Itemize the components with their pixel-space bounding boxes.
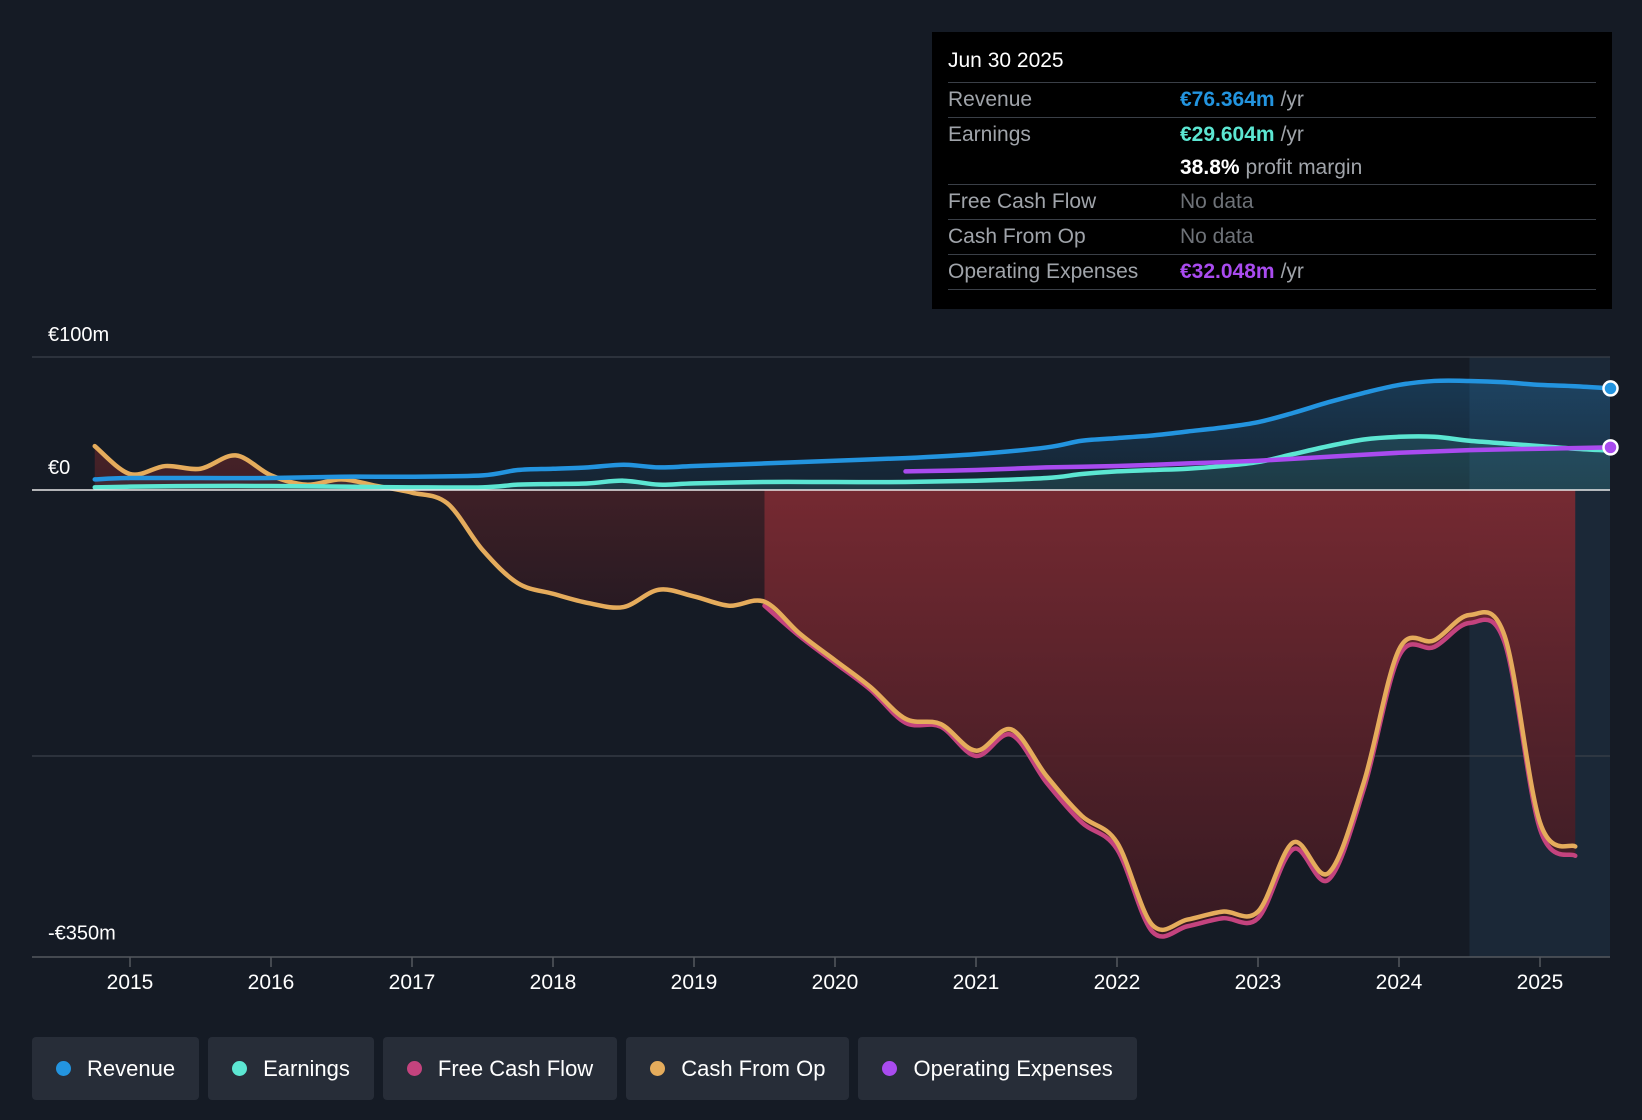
x-tick-label: 2018 bbox=[530, 971, 577, 994]
legend-dot-icon bbox=[650, 1061, 666, 1076]
legend-label: Operating Expenses bbox=[913, 1055, 1113, 1081]
cash-from-op-line bbox=[92, 443, 1578, 933]
legend-dot-icon bbox=[882, 1061, 898, 1076]
tooltip-cfo-value: No data bbox=[1180, 225, 1254, 248]
tooltip-row-opex: Operating Expenses €32.048m /yr bbox=[948, 255, 1596, 290]
tooltip-date: Jun 30 2025 bbox=[948, 46, 1596, 83]
legend-dot-icon bbox=[232, 1061, 248, 1076]
x-tick-label: 2019 bbox=[671, 971, 718, 994]
tooltip-cfo-label: Cash From Op bbox=[948, 225, 1086, 248]
legend-item-cash-from-op[interactable]: Cash From Op bbox=[626, 1037, 850, 1100]
revenue-line bbox=[92, 378, 1610, 482]
opex-end-marker bbox=[1602, 439, 1619, 456]
x-tick-label: 2015 bbox=[107, 971, 154, 994]
legend-item-free-cash-flow[interactable]: Free Cash Flow bbox=[382, 1037, 618, 1100]
tooltip-margin-label: profit margin bbox=[1245, 155, 1363, 179]
free-cash-flow-line bbox=[762, 603, 1578, 939]
tooltip-row-fcf: Free Cash Flow No data bbox=[948, 185, 1596, 220]
y-axis-label: €0 bbox=[48, 457, 70, 479]
legend: Revenue Earnings Free Cash Flow Cash Fro… bbox=[32, 1037, 1137, 1100]
legend-item-earnings[interactable]: Earnings bbox=[208, 1037, 374, 1100]
legend-label: Revenue bbox=[87, 1055, 176, 1081]
tooltip-row-revenue: Revenue €76.364m /yr bbox=[948, 83, 1596, 117]
earnings-line bbox=[92, 434, 1610, 490]
tooltip-opex-label: Operating Expenses bbox=[948, 260, 1139, 283]
x-tick-label: 2016 bbox=[248, 971, 295, 994]
tooltip-margin-value: 38.8% bbox=[1180, 155, 1240, 179]
legend-item-revenue[interactable]: Revenue bbox=[32, 1037, 200, 1100]
x-tick-label: 2017 bbox=[389, 971, 436, 994]
operating-expenses-line bbox=[903, 445, 1610, 474]
tooltip-earnings-unit: /yr bbox=[1280, 122, 1304, 146]
tooltip-row-cfo: Cash From Op No data bbox=[948, 220, 1596, 255]
legend-item-operating-expenses[interactable]: Operating Expenses bbox=[858, 1037, 1137, 1100]
tooltip-fcf-value: No data bbox=[1180, 190, 1254, 213]
tooltip-opex-unit: /yr bbox=[1280, 260, 1304, 283]
tooltip-earnings-value: €29.604m bbox=[1180, 122, 1275, 146]
y-axis-label: €100m bbox=[48, 324, 109, 346]
tooltip-fcf-label: Free Cash Flow bbox=[948, 190, 1097, 213]
tooltip-revenue-unit: /yr bbox=[1280, 88, 1304, 111]
x-tick-label: 2020 bbox=[812, 971, 859, 994]
tooltip-row-earnings: Earnings €29.604m /yr bbox=[948, 117, 1596, 151]
tooltip-row-margin: 38.8% profit margin bbox=[948, 151, 1596, 185]
tooltip-opex-value: €32.048m bbox=[1180, 260, 1275, 283]
x-tick-label: 2023 bbox=[1235, 971, 1282, 994]
x-tick-label: 2022 bbox=[1094, 971, 1141, 994]
x-tick-label: 2024 bbox=[1376, 971, 1423, 994]
legend-label: Free Cash Flow bbox=[437, 1055, 594, 1081]
tooltip-revenue-label: Revenue bbox=[948, 88, 1033, 111]
x-tick-label: 2025 bbox=[1517, 971, 1564, 994]
revenue-end-marker bbox=[1602, 380, 1619, 397]
legend-dot-icon bbox=[406, 1061, 422, 1076]
legend-label: Earnings bbox=[263, 1055, 350, 1081]
tooltip-panel: Jun 30 2025 Revenue €76.364m /yr Earning… bbox=[932, 32, 1612, 309]
free-cash-flow-area bbox=[764, 490, 1576, 937]
legend-dot-icon bbox=[56, 1061, 71, 1076]
y-axis-label: -€350m bbox=[48, 923, 116, 945]
tooltip-earnings-label: Earnings bbox=[948, 122, 1031, 146]
tooltip-revenue-value: €76.364m bbox=[1180, 88, 1275, 111]
x-tick-label: 2021 bbox=[953, 971, 1000, 994]
earnings-area bbox=[94, 436, 1610, 490]
legend-label: Cash From Op bbox=[681, 1055, 826, 1081]
